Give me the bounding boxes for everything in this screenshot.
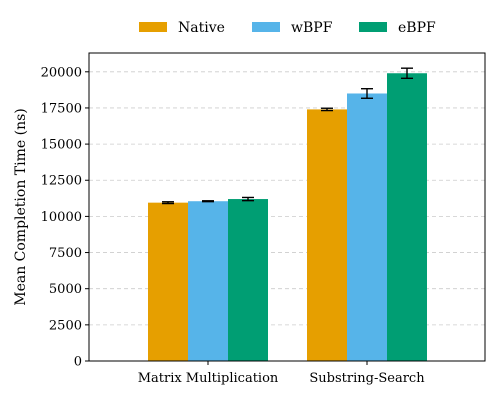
bar-ebpf-1 [387,73,427,361]
y-tick-label: 5000 [49,282,82,297]
plot-area-frame [88,52,486,362]
y-tick-label: 0 [74,355,82,370]
legend-swatch-ebpf [359,22,387,32]
y-tick-label: 20000 [41,65,82,80]
y-axis: 0 2500 5000 7500 10000 12500 15000 17500 20000 [41,65,89,370]
y-tick-label: 2500 [49,318,82,333]
y-tick-label: 15000 [41,138,82,153]
y-axis-title: Mean Completion Time (ns) [13,108,29,306]
legend-swatch-native [139,22,167,32]
y-tick-label: 7500 [49,246,82,261]
legend-label-native: Native [178,20,225,36]
bar-native-1 [307,109,347,361]
error-bars [162,67,413,205]
bar-ebpf-0 [228,199,268,361]
legend: Native wBPF eBPF [139,20,436,36]
bar-wbpf-0 [188,201,228,361]
bars [148,73,427,361]
y-tick-label: 10000 [41,210,82,225]
legend-label-ebpf: eBPF [398,20,436,36]
y-tick-label: 12500 [41,174,82,189]
y-tick-label: 17500 [41,101,82,116]
x-axis: Matrix Multiplication Substring-Search [138,361,425,386]
x-tick-label: Substring-Search [309,371,425,386]
bar-wbpf-1 [347,93,387,361]
legend-swatch-wbpf [252,22,280,32]
x-tick-label: Matrix Multiplication [138,371,279,386]
bar-native-0 [148,202,188,361]
legend-label-wbpf: wBPF [291,20,333,36]
